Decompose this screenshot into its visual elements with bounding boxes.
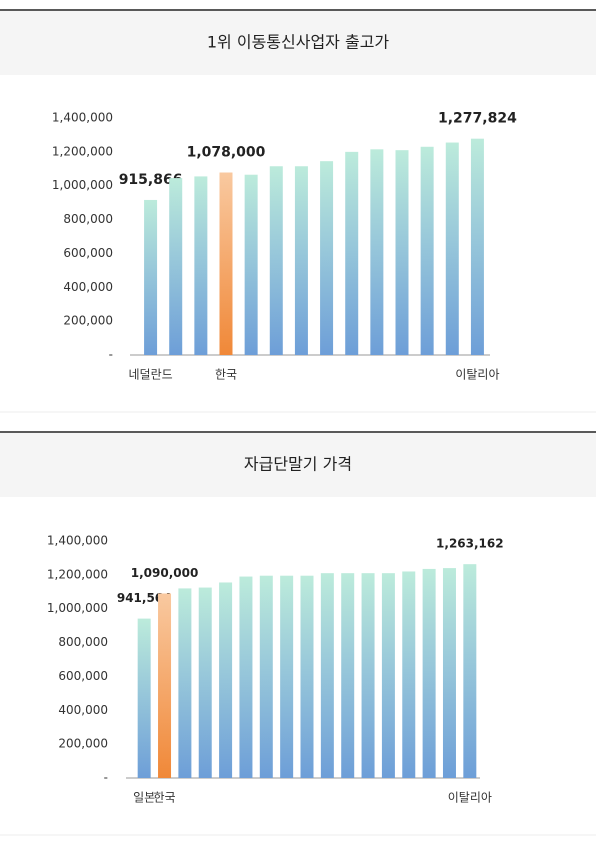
value-label: 941,564 [117,591,172,605]
bar [422,568,436,778]
x-tick-label: 네덜란드 [128,368,172,382]
y-tick-label: - [104,771,108,785]
bar [144,199,158,355]
bar [219,172,233,355]
x-tick-label: 한국 [215,368,237,382]
y-tick-label: 800,000 [63,212,113,226]
value-label: 1,090,000 [131,566,199,580]
y-tick-label: 200,000 [58,737,108,751]
y-tick-label: - [109,348,113,362]
chart-title: 1위 이동통신사업자 출고가 [207,33,390,52]
y-tick-label: 400,000 [63,280,113,294]
bar [280,575,294,778]
y-tick-label: 1,400,000 [52,111,113,125]
bar [178,588,192,778]
bar [239,576,253,778]
y-tick-label: 600,000 [63,246,113,260]
bar [194,176,208,355]
value-label: 1,277,824 [438,111,517,127]
bar [219,582,233,778]
bar [169,178,183,355]
y-tick-label: 1,400,000 [47,534,108,548]
value-label: 915,866 [119,172,183,188]
x-tick-label: 이탈리아 [448,791,492,805]
bar [370,149,384,355]
x-tick-label: 이탈리아 [455,368,499,382]
bar [198,587,212,778]
y-tick-label: 200,000 [63,314,113,328]
bar [341,573,355,778]
bar [381,573,395,778]
bar [402,571,416,778]
bar [320,161,334,355]
header-band [0,433,596,497]
x-tick-label: 한국 [153,791,175,805]
value-label: 1,263,162 [436,537,504,551]
bar [442,568,456,778]
y-tick-label: 800,000 [58,635,108,649]
bar [244,174,258,355]
bar [395,150,409,355]
header-band [0,11,596,75]
y-tick-label: 400,000 [58,703,108,717]
bar [345,151,359,355]
bar [320,573,334,778]
bar [294,166,308,355]
y-tick-label: 1,000,000 [52,178,113,192]
bar [445,142,459,355]
value-label: 1,078,000 [187,145,266,161]
bar [158,593,172,778]
bar [463,564,477,778]
chart-title: 자급단말기 가격 [244,455,352,474]
bar [300,575,314,778]
bar [269,166,283,355]
bar [361,573,375,778]
y-tick-label: 1,200,000 [52,144,113,158]
bar [420,146,434,355]
x-tick-label: 일본 [133,791,155,805]
bar [470,138,484,355]
y-tick-label: 600,000 [58,669,108,683]
y-tick-label: 1,200,000 [47,567,108,581]
bar [259,575,273,778]
bar [137,618,151,778]
y-tick-label: 1,000,000 [47,601,108,615]
